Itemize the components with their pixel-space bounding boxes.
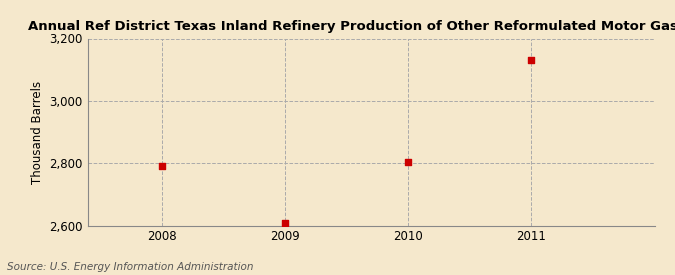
Y-axis label: Thousand Barrels: Thousand Barrels — [31, 80, 44, 184]
Point — [279, 221, 290, 226]
Title: Annual Ref District Texas Inland Refinery Production of Other Reformulated Motor: Annual Ref District Texas Inland Refiner… — [28, 20, 675, 33]
Text: Source: U.S. Energy Information Administration: Source: U.S. Energy Information Administ… — [7, 262, 253, 272]
Point — [403, 160, 414, 164]
Point — [157, 164, 167, 169]
Point — [526, 58, 537, 62]
